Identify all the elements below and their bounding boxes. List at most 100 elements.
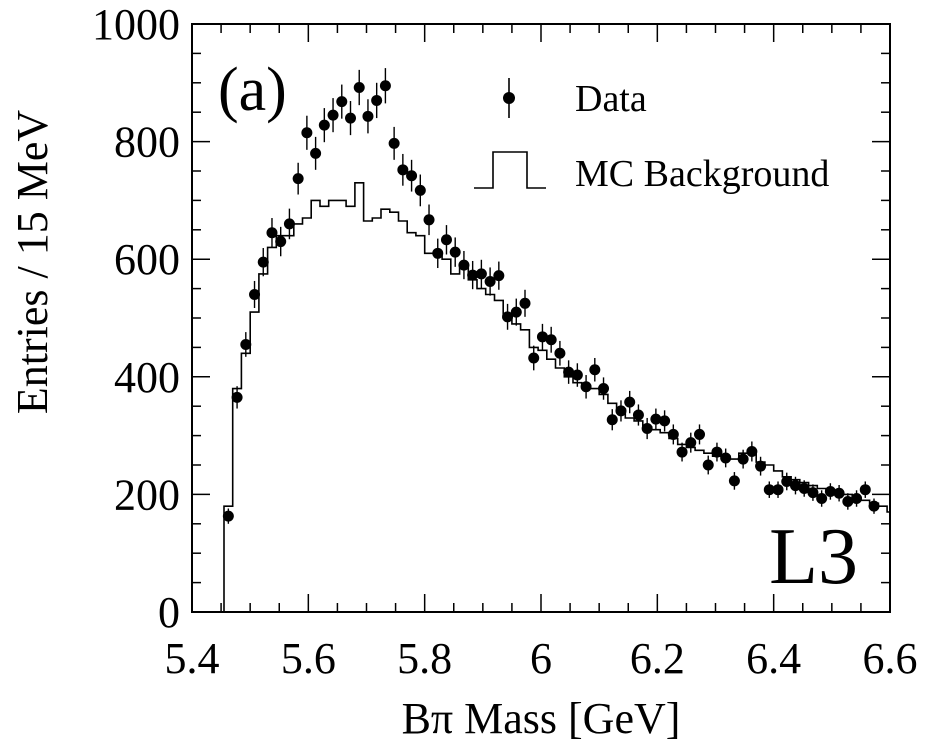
data-marker [222, 510, 234, 522]
data-point [528, 345, 540, 371]
data-point [702, 455, 714, 475]
data-marker [746, 445, 758, 457]
data-point [606, 409, 618, 431]
data-marker [859, 484, 871, 496]
data-marker [283, 218, 295, 230]
data-marker [824, 485, 836, 497]
data-marker [536, 331, 548, 343]
y-axis-title: Entries / 15 MeV [8, 110, 57, 415]
x-tick-label: 6.4 [746, 634, 801, 683]
data-point [432, 238, 444, 269]
data-marker [362, 110, 374, 122]
data-point [711, 442, 723, 462]
data-point [301, 115, 313, 150]
data-point [728, 472, 740, 490]
data-marker [554, 347, 566, 359]
data-marker [510, 306, 522, 318]
data-point [563, 360, 575, 384]
data-point [222, 508, 234, 524]
data-point [772, 481, 784, 498]
data-point [833, 484, 845, 502]
data-point [720, 448, 732, 468]
x-tick-labels: 5.4 5.6 5.8 6 6.2 6.4 6.6 [165, 634, 918, 683]
data-marker [737, 453, 749, 465]
data-marker [728, 475, 740, 487]
data-point [379, 68, 391, 104]
data-marker [414, 184, 426, 196]
data-marker [502, 311, 514, 323]
data-marker [694, 428, 706, 440]
data-point [240, 332, 252, 357]
data-marker [475, 268, 487, 280]
data-marker [467, 269, 479, 281]
data-marker [598, 383, 610, 395]
data-point [406, 159, 418, 192]
data-marker [379, 80, 391, 92]
data-marker [484, 276, 496, 288]
data-marker [440, 234, 452, 246]
data-marker [606, 414, 618, 426]
data-point [545, 326, 557, 353]
data-marker [676, 446, 688, 458]
data-marker [563, 366, 575, 378]
data-marker [833, 487, 845, 499]
data-marker [318, 119, 330, 131]
data-point [249, 280, 261, 309]
data-point [615, 400, 627, 422]
data-point [580, 375, 592, 399]
axis-ticks [191, 23, 891, 613]
data-point [667, 424, 679, 445]
data-marker [545, 334, 557, 346]
data-marker [755, 460, 767, 472]
data-marker [772, 484, 784, 496]
data-point [510, 298, 522, 326]
data-marker [275, 236, 287, 248]
data-marker [632, 409, 644, 421]
data-point [397, 153, 409, 186]
data-point [266, 218, 278, 248]
data-marker [336, 96, 348, 108]
data-marker [353, 82, 365, 94]
data-marker [388, 137, 400, 149]
data-point [292, 162, 304, 195]
data-point [353, 69, 365, 106]
data-marker [842, 495, 854, 507]
legend-data-label: Data [575, 78, 647, 120]
data-marker [301, 127, 313, 139]
data-marker [292, 173, 304, 185]
y-tick-label: 600 [114, 235, 180, 284]
data-marker [667, 428, 679, 440]
data-point [388, 126, 400, 160]
data-marker [816, 493, 828, 505]
data-point [676, 442, 688, 462]
data-marker [519, 297, 531, 309]
data-marker [868, 500, 880, 512]
data-point [650, 408, 662, 430]
data-marker [580, 381, 592, 393]
data-point [737, 449, 749, 469]
y-tick-label: 200 [114, 470, 180, 519]
data-marker [266, 227, 278, 239]
mc-background-histogram [223, 182, 890, 612]
data-point [283, 208, 295, 240]
data-point [571, 363, 583, 387]
data-point [310, 136, 322, 170]
data-marker [310, 147, 322, 159]
panel-label: (a) [218, 56, 287, 124]
data-point [659, 410, 671, 432]
data-point [694, 424, 706, 445]
x-tick-label: 6.2 [630, 634, 685, 683]
data-marker [240, 338, 252, 350]
y-tick-label: 0 [158, 588, 180, 637]
data-point [449, 237, 461, 267]
data-point [484, 267, 496, 296]
data-point [336, 84, 348, 119]
data-point [789, 476, 801, 495]
x-tick-label: 6 [530, 634, 552, 683]
y-tick-label: 1000 [92, 0, 180, 49]
data-marker [720, 452, 732, 464]
data-marker [493, 270, 505, 282]
x-tick-label: 6.6 [863, 634, 918, 683]
data-point [362, 99, 374, 134]
data-point [851, 490, 863, 507]
